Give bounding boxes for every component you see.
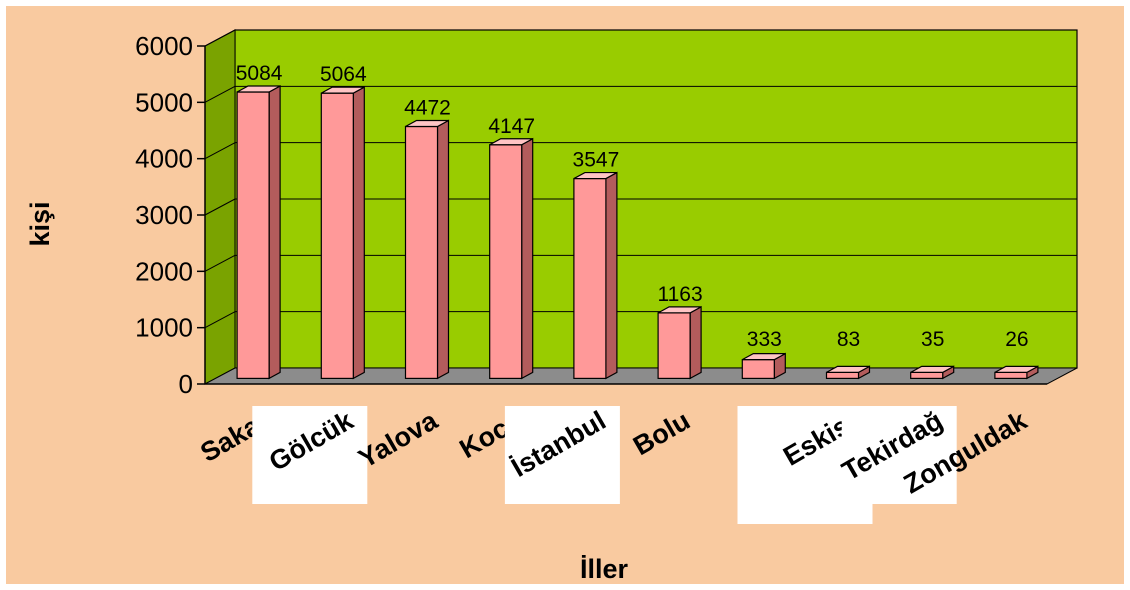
bar-front (489, 144, 523, 379)
data-label: 4147 (488, 115, 535, 138)
y-tick-label: 5000 (135, 87, 193, 117)
y-tick-label: 1000 (135, 313, 193, 343)
bar-side (436, 119, 450, 380)
y-tick-label: 2000 (135, 256, 193, 286)
bar-top (573, 171, 618, 180)
category-label: Bolu (628, 405, 695, 461)
bar (657, 305, 702, 380)
data-labels: 5084 5064 4472 4147 3547 1163 333 83 35 26 (236, 62, 1029, 351)
bar (741, 352, 786, 380)
data-label: 83 (837, 328, 860, 351)
gridline-side (204, 311, 236, 329)
bar-side (689, 305, 702, 380)
data-label: 333 (747, 328, 782, 351)
bar-side (605, 171, 618, 380)
bar-top (910, 365, 954, 373)
y-tick-label: 6000 (135, 31, 193, 61)
chart-frame: 0 1000 2000 3000 4000 5000 6000 5084 5064 4472 41… (6, 6, 1124, 584)
label-backdrop (252, 406, 368, 504)
y-tick-label: 3000 (135, 200, 193, 230)
bar-front (320, 92, 354, 380)
bar-front (404, 125, 439, 380)
bar-top (826, 365, 870, 373)
bar-top (994, 365, 1039, 373)
data-label: 3547 (573, 149, 620, 172)
bar-front (657, 312, 691, 380)
bar-top (489, 138, 533, 146)
category-labels: SakarGölcükYalovaKocaİstanbulBoluBEskişr… (195, 405, 1033, 524)
bar (404, 119, 450, 380)
bar (573, 171, 618, 380)
bar-front (573, 177, 607, 379)
bar-top (742, 353, 786, 361)
axes: 0 1000 2000 3000 4000 5000 6000 (135, 31, 1047, 399)
bar-front (825, 371, 860, 379)
bar (910, 365, 955, 380)
bar-chart: 0 1000 2000 3000 4000 5000 6000 5084 5064 4472 41… (25, 29, 1078, 584)
bar (994, 365, 1039, 380)
bar-top (236, 85, 281, 93)
bar-top (405, 119, 449, 128)
bar (236, 84, 281, 380)
gridline-side (204, 198, 236, 216)
bar-top (657, 306, 702, 314)
label-backdrop (504, 406, 620, 504)
y-tick-label: 0 (179, 369, 193, 399)
bar-front (994, 371, 1028, 379)
bar-side (521, 137, 534, 380)
gridline-side (204, 142, 236, 160)
gridline-side (204, 29, 236, 47)
data-label: 4472 (404, 96, 451, 119)
bar-front (741, 359, 775, 379)
data-label: 5064 (320, 63, 367, 86)
data-label: 1163 (658, 283, 703, 306)
gridline-side (204, 254, 236, 272)
data-label: 5084 (236, 62, 283, 85)
y-axis-title: kişi (25, 201, 55, 246)
bar (320, 86, 365, 380)
bar-side (268, 84, 281, 380)
gridlines (204, 29, 1077, 329)
bar-side (352, 86, 365, 380)
x-axis-title: İller (580, 554, 629, 584)
data-label: 26 (1005, 328, 1028, 351)
bar-front (910, 371, 944, 379)
bars (236, 84, 1039, 380)
bar (825, 365, 871, 380)
y-tick-label: 4000 (135, 144, 193, 174)
bar-front (236, 91, 270, 380)
bar (489, 137, 534, 380)
bar-top (321, 86, 365, 94)
label-backdrop (841, 406, 957, 504)
data-label: 35 (921, 328, 944, 351)
gridline-side (204, 85, 236, 103)
